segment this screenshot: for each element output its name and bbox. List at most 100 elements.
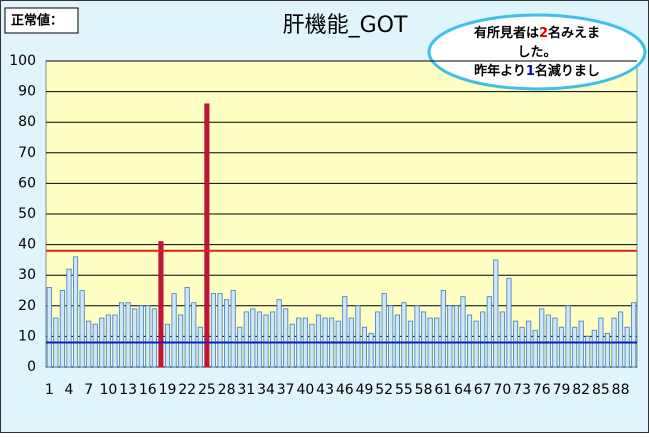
bar <box>532 329 538 368</box>
bar <box>486 296 492 368</box>
bar <box>526 320 532 368</box>
y-tick-label: 90 <box>18 84 36 100</box>
bar <box>440 290 446 368</box>
chart-title: 肝機能_GOT <box>283 13 408 38</box>
x-tick-label: 1 <box>45 382 54 398</box>
x-tick-label: 22 <box>178 382 196 398</box>
bar <box>237 326 243 368</box>
bar <box>197 326 203 368</box>
x-tick-label: 82 <box>572 382 590 398</box>
bar <box>132 308 138 368</box>
callout-text: 昨年より1名減りまし <box>474 63 600 79</box>
x-tick-label: 31 <box>237 382 255 398</box>
bar <box>46 287 52 368</box>
bar <box>604 332 611 368</box>
x-tick-label: 10 <box>99 382 117 398</box>
bar <box>381 293 387 368</box>
bar <box>414 305 420 368</box>
bar <box>519 326 525 368</box>
x-tick-label: 67 <box>474 382 492 398</box>
bar <box>105 314 111 368</box>
bar <box>230 290 236 368</box>
bar <box>466 314 473 368</box>
bar <box>618 311 624 368</box>
y-tick-label: 30 <box>18 267 36 283</box>
callout-run: 名減りまし <box>535 63 600 79</box>
y-tick-label: 50 <box>18 206 36 222</box>
bar <box>59 290 65 368</box>
x-tick-label: 7 <box>84 382 93 398</box>
x-tick-label: 46 <box>336 382 354 398</box>
bar <box>545 314 551 368</box>
bar <box>447 305 453 368</box>
x-tick-label: 4 <box>65 382 74 398</box>
callout-run: した。 <box>517 45 556 60</box>
bar <box>558 326 565 368</box>
y-tick-label: 70 <box>18 145 36 161</box>
callout-run: 有所見者は <box>474 25 539 41</box>
bar <box>309 323 315 368</box>
x-tick-label: 76 <box>533 382 551 398</box>
bar <box>151 308 157 368</box>
y-tick-label: 0 <box>27 359 36 375</box>
x-tick-label: 28 <box>218 382 236 398</box>
bar <box>342 296 348 368</box>
bar <box>572 326 578 368</box>
bar <box>86 320 92 368</box>
x-tick-label: 37 <box>277 382 295 398</box>
bar <box>512 320 519 368</box>
bar <box>79 290 85 368</box>
x-tick-label: 40 <box>296 382 314 398</box>
callout-text: した。 <box>517 45 556 60</box>
x-tick-label: 79 <box>553 382 571 398</box>
x-tick-label: 43 <box>316 382 334 398</box>
bar <box>473 320 479 368</box>
bar <box>289 323 295 368</box>
bar <box>460 296 466 368</box>
bar <box>243 311 249 368</box>
bar <box>138 305 144 368</box>
bar <box>539 308 545 368</box>
bar <box>315 314 322 368</box>
x-tick-label: 88 <box>612 382 630 398</box>
bar <box>585 335 591 368</box>
x-tick-label: 73 <box>513 382 531 398</box>
x-tick-label: 70 <box>493 382 511 398</box>
bar <box>421 311 427 368</box>
y-tick-label: 100 <box>9 53 36 69</box>
bar <box>578 320 584 368</box>
x-tick-label: 16 <box>139 382 157 398</box>
x-tick-label: 52 <box>375 382 393 398</box>
bar <box>283 308 289 368</box>
bar <box>210 293 217 368</box>
callout-run: 1 <box>526 64 535 79</box>
bar <box>493 259 499 368</box>
x-tick-label: 64 <box>454 382 472 398</box>
bar <box>178 314 184 368</box>
bar <box>224 299 230 368</box>
bar <box>388 305 394 368</box>
bar <box>355 305 361 368</box>
bar <box>276 299 282 368</box>
bar <box>125 302 131 368</box>
y-tick-label: 40 <box>18 237 36 253</box>
bar <box>184 287 190 368</box>
bar <box>92 323 98 368</box>
bar <box>361 326 368 368</box>
bar <box>407 320 414 368</box>
callout-run: 名みえま <box>548 25 600 41</box>
y-tick-label: 20 <box>18 298 36 314</box>
x-tick-label: 55 <box>395 382 413 398</box>
x-tick-label: 85 <box>592 382 610 398</box>
y-tick-label: 80 <box>18 114 36 130</box>
bar <box>158 241 164 368</box>
bar <box>250 308 256 368</box>
bar <box>591 329 597 368</box>
corner-label: 正常値： <box>11 13 63 29</box>
x-tick-label: 49 <box>356 382 374 398</box>
callout-run: 2 <box>539 26 548 41</box>
bar <box>145 305 151 368</box>
bar <box>164 323 171 368</box>
bar <box>112 314 118 368</box>
